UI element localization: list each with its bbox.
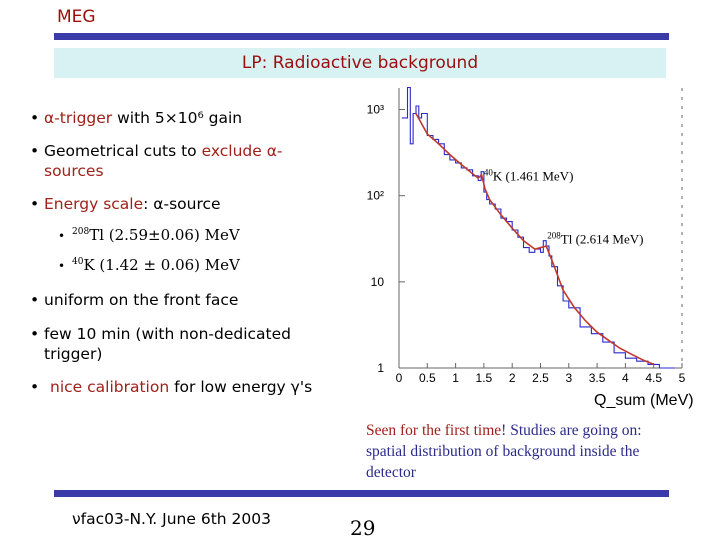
x-axis-label: Q_sum (MeV)	[594, 392, 694, 409]
caption-text: ! Studies are going on:	[501, 422, 642, 439]
caption-red: Seen for the first time	[366, 422, 502, 439]
bullet-text: Geometrical cuts to	[44, 142, 202, 160]
bullet-text: with 5×10⁶ gain	[112, 109, 243, 127]
energy-spectrum-chart: 1 10 10² 10³ 0 0.5 1 1.5 2 2.5 3 3.5 4 4.5 5 40K (1.4…	[362, 78, 697, 413]
page-number: 29	[350, 516, 376, 540]
footer-text: νfac03-N.Y. June 6th 2003	[72, 510, 271, 528]
y-tick-label: 10	[371, 275, 385, 289]
x-axis: 0 0.5 1 1.5 2 2.5 3 3.5 4 4.5 5	[396, 363, 686, 385]
bullet-text: uniform on the front face	[44, 291, 239, 309]
bullet-energy-scale: • Energy scale: α-source	[30, 195, 221, 213]
bullet-highlight: α-trigger	[44, 109, 113, 127]
y-axis: 1 10 10² 10³	[367, 103, 405, 375]
x-tick-label: 3.5	[589, 371, 606, 385]
bullet-text: few 10 min (with non-dedicated	[44, 325, 291, 343]
bullet-text: : α-source	[143, 195, 221, 213]
bullet-highlight: exclude α-	[201, 142, 283, 160]
bullet-uniform: • uniform on the front face	[30, 291, 239, 309]
bullet-text-line2: trigger)	[44, 345, 103, 363]
x-tick-label: 2.5	[532, 371, 549, 385]
x-tick-label: 0	[396, 371, 403, 385]
bullet-text: for low energy γ's	[169, 378, 313, 396]
x-tick-label: 1	[452, 371, 459, 385]
fit-series	[415, 113, 655, 366]
x-tick-label: 3	[565, 371, 572, 385]
bullet-text-line2: sources	[44, 162, 104, 180]
x-tick-label: 5	[679, 371, 686, 385]
caption-line3: detector	[366, 464, 416, 481]
sub-bullet-text: K (1.42 ± 0.06) MeV	[83, 256, 240, 274]
top-divider	[54, 33, 669, 40]
y-tick-label: 1	[377, 361, 384, 375]
chart-caption: Seen for the first time! Studies are goi…	[366, 420, 696, 483]
bullet-calibration: • nice calibration for low energy γ's	[30, 378, 313, 396]
bullet-few-min: • few 10 min (with non-dedicated trigger)	[30, 325, 291, 363]
bottom-divider	[54, 490, 669, 497]
annotation-tl208: 208Tl (2.614 MeV)	[547, 230, 643, 246]
bullet-highlight: nice calibration	[50, 378, 170, 396]
caption-line2: spatial distribution of background insid…	[366, 443, 640, 460]
isotope-number: 40	[72, 257, 84, 267]
bullet-highlight: Energy scale	[44, 195, 144, 213]
x-tick-label: 4.5	[645, 371, 662, 385]
bullet-geometrical-cuts: • Geometrical cuts to exclude α- sources	[30, 142, 283, 180]
annotation-k40: 40K (1.461 MeV)	[484, 168, 574, 184]
x-tick-label: 1.5	[476, 371, 493, 385]
bullet-alpha-trigger: • α-trigger with 5×10⁶ gain	[30, 109, 243, 127]
isotope-number: 208	[72, 227, 90, 237]
sub-bullet-tl208: • 208Tl (2.59±0.06) MeV	[58, 226, 240, 244]
x-tick-label: 2	[509, 371, 516, 385]
x-tick-label: 4	[622, 371, 629, 385]
org-label: MEG	[57, 7, 96, 27]
y-tick-label: 10²	[367, 189, 384, 203]
title-box	[54, 48, 666, 78]
slide-title: LP: Radioactive background	[241, 53, 479, 73]
sub-bullet-k40: • 40K (1.42 ± 0.06) MeV	[58, 256, 240, 274]
y-tick-label: 10³	[367, 103, 384, 117]
x-tick-label: 0.5	[419, 371, 436, 385]
sub-bullet-text: Tl (2.59±0.06) MeV	[89, 226, 240, 244]
